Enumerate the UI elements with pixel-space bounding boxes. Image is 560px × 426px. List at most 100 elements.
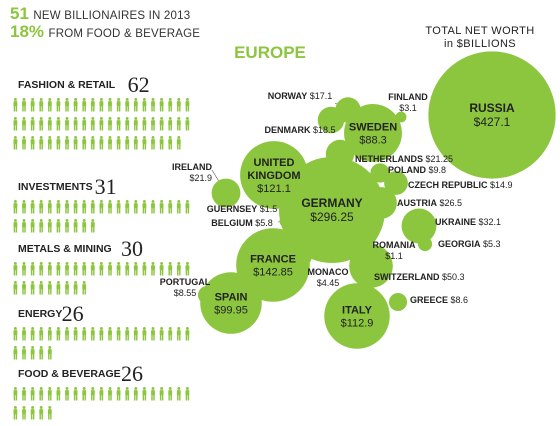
bubble-value-portugal: $8.55 [174,288,197,298]
bubble-name-sweden: SWEDEN [349,121,397,133]
category-label-investments: INVESTMENTS [18,181,93,193]
person-icon [90,262,95,276]
person-icon [168,98,173,112]
person-icon [56,387,61,401]
person-icon [65,200,69,214]
person-icon [159,200,164,214]
person-icon [65,387,69,401]
person-icon [185,387,190,401]
category-label-energy: ENERGY [18,308,62,320]
chart-title: EUROPE [234,43,306,62]
person-icon [13,327,18,341]
person-icon [13,281,18,295]
bubble-netherlands [325,139,355,169]
person-icon [90,219,95,233]
bubble-label-denmark: DENMARK $18.5 [264,125,335,135]
person-icon [39,219,44,233]
person-icon [56,281,61,295]
bubble-value-denmark: $18.5 [310,125,335,135]
bubble-value-spain: $99.95 [214,304,248,316]
person-icon [108,200,112,214]
person-icon [47,327,52,341]
person-icon [22,136,26,150]
bubble-label-netherlands: NETHERLANDS $21.25 [355,154,453,164]
person-icon [125,262,130,276]
person-icon [151,117,155,131]
person-icon [22,346,26,360]
person-icon [185,117,190,131]
bubble-value-romania: $1.1 [385,251,403,261]
bubble-label-czech-republic: CZECH REPUBLIC $14.9 [408,180,513,190]
category-value-energy: 26 [62,301,84,326]
person-icon [73,136,78,150]
person-icon [176,117,181,131]
bubble-name-georgia: GEORGIA [438,239,481,249]
bubble-guernsey [282,203,290,211]
person-icon [65,219,69,233]
bubble-value-ireland: $21.9 [189,173,212,183]
person-icon [151,327,155,341]
person-icon [99,262,104,276]
category-label-fashion-and-retail: FASHION & RETAIL [18,79,116,91]
chart-legend-line: TOTAL NET WORTH [425,25,534,37]
bubble-czech-republic [384,171,408,195]
person-icon [168,200,173,214]
person-icon [39,98,44,112]
person-icon [125,387,130,401]
person-icon [82,281,87,295]
person-icon [133,387,138,401]
food-share-text: FROM FOOD & BEVERAGE [48,28,201,40]
person-icon [159,262,164,276]
person-icon [65,327,69,341]
bubble-label-switzerland: SWITZERLAND $50.3 [374,272,465,282]
person-icon [99,387,104,401]
pictograph-fashion-and-retail: FASHION & RETAIL 62 [13,72,190,150]
person-icon [116,327,121,341]
person-icon [56,98,61,112]
person-icon [168,262,173,276]
person-icon [13,98,18,112]
food-share-percent: 18% [10,22,45,41]
bubble-italy [324,283,390,349]
bubble-georgia [417,236,433,252]
person-icon [22,262,26,276]
person-icon [47,387,52,401]
bubble-name-norway: NORWAY [268,91,308,101]
person-icon [82,327,87,341]
bubble-value-germany: $296.25 [310,210,354,224]
person-icon [39,262,44,276]
person-icon [142,262,147,276]
person-icon [65,117,69,131]
person-icon [22,219,26,233]
bubble-value-netherlands: $21.25 [423,154,453,164]
person-icon [168,327,173,341]
chart-legend-line: in $BILLIONS [444,38,516,50]
category-value-metals-and-mining: 30 [121,236,143,261]
person-icon [65,136,69,150]
person-icon [13,262,18,276]
person-icon [47,262,52,276]
bubble-name-guernsey: GUERNSEY [207,204,258,214]
person-icon [125,200,130,214]
bubble-name-ireland: IRELAND [172,162,212,172]
person-icon [151,136,155,150]
bubble-label-guernsey: GUERNSEY $1.5 [207,204,278,214]
person-icon [22,387,26,401]
person-icon [133,200,138,214]
person-icon [142,200,147,214]
person-icon [30,387,35,401]
person-icon [151,387,155,401]
bubble-name-poland: POLAND [388,165,427,175]
bubble-value-russia: $427.1 [474,115,511,129]
person-icon [133,262,138,276]
person-icon [90,327,95,341]
person-icon [168,387,173,401]
category-value-fashion-and-retail: 62 [128,72,150,97]
bubble-name-romania: ROMANIA [373,240,416,250]
person-icon [116,262,121,276]
person-icon [99,136,104,150]
person-icon [82,117,87,131]
person-icon [39,327,44,341]
